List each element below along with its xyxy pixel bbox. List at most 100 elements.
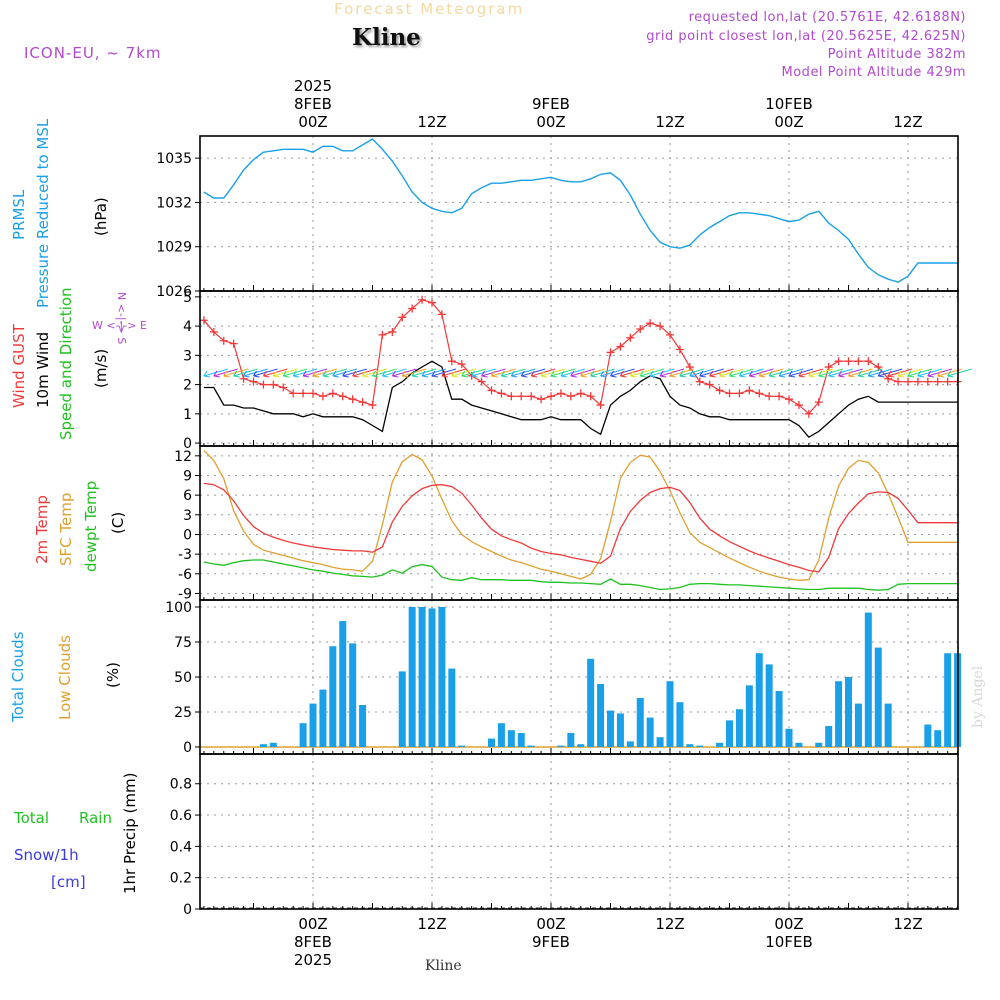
snow-unit-label: [cm] [51,873,86,891]
y-tick-label: 6 [183,488,192,504]
cloud-bar [418,607,426,747]
top-time-label: 10FEB [765,95,812,113]
gust-marker [358,398,367,407]
gust-marker [338,392,347,401]
y-tick-label: -9 [178,586,192,602]
cloud-bar [854,703,862,747]
y-tick-label: 75 [174,635,192,651]
cloud-bar [299,723,307,747]
cloud-bar [845,677,852,747]
cloud-bar [864,612,872,747]
total-label: Total [14,809,50,827]
gust-marker [408,304,417,313]
dewpt-line [203,559,958,591]
y-tick-label: 100 [165,600,192,616]
gust-marker [199,316,208,325]
y-tick-label: -6 [178,567,192,583]
cloud-bar [488,738,495,747]
gust-marker [229,339,238,348]
gust-marker [794,401,803,410]
bottom-time-label: 00Z [298,915,327,933]
cloud-bar [656,737,664,747]
cloud-bar [448,668,456,747]
y-tick-label: 1035 [156,151,192,167]
gust-marker [725,389,734,398]
cloud-bar [924,724,932,747]
bottom-time-label: 10FEB [765,933,812,951]
gust-marker [913,377,922,386]
bottom-time-label: 9FEB [532,933,570,951]
top-time-label: 00Z [774,113,803,131]
gust-marker [507,392,516,401]
gust-marker [527,392,536,401]
pressure-line [203,138,958,283]
y-tick-label: 0.4 [170,839,192,855]
top-time-label: 00Z [536,113,565,131]
gust-marker [775,392,784,401]
cloud-bar [735,709,743,747]
gust-marker [715,386,724,395]
gust-marker [666,330,674,339]
cloud-bar [527,745,535,747]
model-name: ICON-EU, ~ 7km [24,44,162,62]
gust-marker [537,395,546,404]
y-tick-label: 0 [183,527,192,543]
temp2m-line [203,482,958,573]
station-name: Kline [352,24,421,51]
gust-marker [943,377,952,386]
y-tick-label: -3 [178,547,192,563]
gust-label: Wind GUST [10,324,28,408]
cloud-bar [646,717,654,747]
gust-marker [289,389,298,398]
cloud-bar [626,741,634,747]
gust-marker [219,336,228,345]
bottom-time-label: 12Z [893,915,922,933]
cloud-bar [815,742,823,747]
gust-marker [477,377,486,386]
cloud-bar [636,698,644,747]
y-tick-label: 9 [183,468,192,484]
gust-marker [418,295,427,304]
model-altitude: Model Point Altitude 429m [781,65,966,80]
cloud-bar [597,684,605,747]
gust-marker [398,313,407,322]
cloud-bar [616,713,624,747]
wind-dir-label: Speed and Direction [57,287,75,440]
panel-frame-temp [199,445,959,601]
cloud-bar [884,703,892,747]
cloud-bar [686,744,694,747]
y-tick-label: 0.2 [170,871,192,887]
cloud-bar [726,720,733,747]
cloud-bar [507,730,515,747]
dewpt-label: dewpt Temp [82,480,100,572]
total-clouds-label: Total Clouds [9,631,27,722]
cloud-bar [587,658,595,747]
sfc-temp-line [203,450,958,581]
wind-compass-ns: N <-|-> S [115,292,128,345]
y-tick-label: 0 [183,740,192,756]
cloud-bar [349,643,357,747]
gust-marker [904,377,912,386]
cloud-bar [745,685,753,747]
gust-marker [318,392,327,401]
gridpoint-coords: grid point closest lon,lat (20.5625E, 42… [646,29,966,44]
gust-marker [547,392,555,401]
rain-label: Rain [79,809,112,827]
top-time-label: 9FEB [532,95,570,113]
gust-marker [309,389,317,398]
temp2m-label: 2m Temp [33,495,51,564]
cloud-bar [775,691,783,747]
bottom-time-label: 2025 [294,951,332,969]
gust-marker [259,380,268,389]
gust-marker [814,398,823,407]
y-tick-label: 12 [174,449,192,465]
cloud-bar [795,742,803,747]
wind-speed-line [203,360,958,439]
y-tick-label: 25 [174,705,192,721]
gust-marker [497,389,506,398]
bottom-time-label: 8FEB [294,933,332,951]
cloud-bar [319,689,327,747]
gust-marker [626,333,635,342]
gust-marker [844,357,853,366]
